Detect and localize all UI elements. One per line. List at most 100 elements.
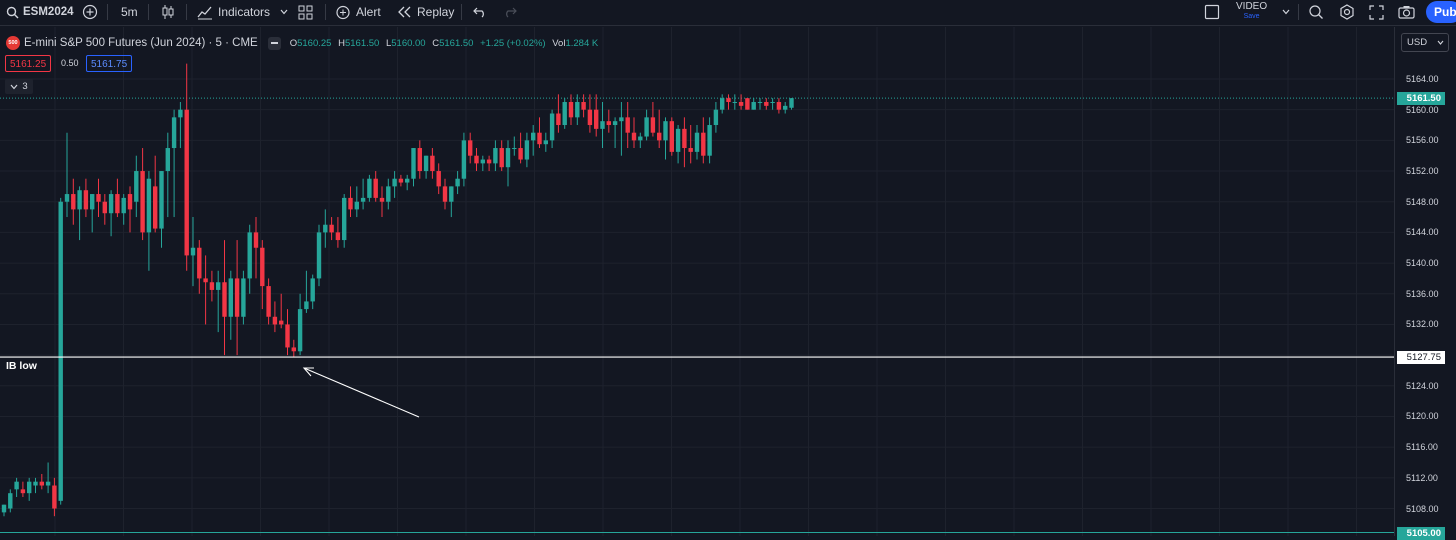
fullscreen-button[interactable]: [1369, 0, 1384, 24]
candle-body: [8, 493, 13, 509]
candle-body: [297, 309, 303, 352]
publish-label: Pub: [1434, 5, 1456, 19]
candle-body: [675, 128, 681, 152]
candle-body: [619, 117, 624, 122]
candle-body: [436, 171, 441, 187]
candle-body: [543, 140, 548, 145]
sell-button[interactable]: 5161.25: [5, 55, 52, 72]
open-label: O: [289, 37, 298, 49]
save-video-button[interactable]: VIDEO Save: [1236, 0, 1267, 24]
layout-button[interactable]: [1204, 0, 1220, 24]
candle-body: [738, 102, 744, 106]
price-tick: 5156.00: [1406, 135, 1439, 146]
top-toolbar: ESM2024 5m Indicators Alert: [0, 0, 1456, 26]
candle-body: [45, 481, 51, 486]
candle-body: [581, 102, 586, 110]
redo-icon: [503, 6, 517, 18]
quick-search-icon: [1308, 4, 1324, 20]
candle-body: [480, 159, 485, 164]
candle-body: [348, 197, 353, 210]
minus-icon: [270, 42, 278, 44]
candle-body: [657, 132, 662, 141]
candle-body: [430, 155, 435, 172]
publish-button[interactable]: Pub: [1426, 1, 1456, 23]
camera-icon: [1398, 5, 1415, 19]
redo-button[interactable]: [503, 0, 517, 24]
candle-body: [209, 282, 215, 290]
candle-body: [241, 278, 246, 317]
currency-select[interactable]: USD: [1401, 33, 1449, 52]
currency-label: USD: [1407, 37, 1428, 48]
settings-button[interactable]: [1339, 0, 1355, 24]
candle-body: [115, 194, 120, 214]
candle-body: [165, 148, 170, 172]
toolbar-divider: [148, 4, 149, 20]
candle-body: [96, 194, 101, 202]
candle-body: [102, 201, 107, 214]
video-title: VIDEO: [1236, 1, 1268, 12]
snapshot-button[interactable]: [1398, 0, 1415, 24]
candle-body: [310, 278, 315, 302]
templates-button[interactable]: [298, 0, 313, 24]
symbol-label: ESM2024: [23, 6, 74, 18]
candle-body: [386, 186, 391, 202]
indicators-toggle-button[interactable]: 3: [5, 79, 33, 94]
indicators-icon: [197, 4, 213, 20]
candle-body: [354, 201, 359, 210]
symbol-title[interactable]: E-mini S&P 500 Futures (Jun 2024) · 5 · …: [24, 37, 258, 49]
candle-body: [266, 286, 271, 317]
candle-body: [367, 178, 372, 198]
close-label: C: [432, 37, 440, 49]
candle-body: [323, 224, 328, 233]
spread-value: 0.50: [61, 58, 79, 68]
candle-body: [537, 132, 542, 145]
candle-body: [669, 121, 674, 152]
chevron-down-icon: [1437, 34, 1444, 51]
candle-body: [631, 132, 637, 141]
fullscreen-icon: [1369, 4, 1384, 20]
undo-button[interactable]: [473, 0, 487, 24]
price-tick: 5112.00: [1406, 472, 1438, 483]
change-value: +1.25 (+0.02%): [480, 37, 546, 49]
price-tick: 5116.00: [1406, 442, 1438, 453]
ib-low-label: IB low: [6, 360, 37, 373]
candle-body: [531, 132, 536, 141]
candle-body: [279, 320, 284, 325]
candle-body: [442, 186, 448, 202]
candle-body: [329, 224, 334, 233]
candle-body: [663, 121, 668, 141]
candle-body: [342, 197, 347, 241]
candle-body: [1, 504, 7, 513]
symbol-search-button[interactable]: ESM2024: [6, 0, 74, 24]
rewind-icon: [398, 6, 412, 18]
price-scale[interactable]: [1394, 27, 1456, 536]
candle-body: [121, 197, 126, 214]
indicators-button[interactable]: Indicators: [197, 0, 288, 24]
alert-label: Alert: [356, 5, 381, 19]
alert-button[interactable]: Alert: [335, 0, 381, 24]
candle-body: [77, 190, 82, 210]
chart-type-button[interactable]: [160, 0, 176, 24]
candle-body: [682, 128, 687, 149]
candle-body: [512, 148, 517, 150]
candle-body: [58, 201, 63, 501]
candle-body: [625, 117, 630, 133]
volume-label: Vol: [552, 37, 566, 49]
candles-icon: [160, 4, 176, 20]
volume-value: 1.284 K: [565, 37, 599, 49]
collapse-legend-button[interactable]: [267, 36, 281, 50]
buy-button[interactable]: 5161.75: [86, 55, 133, 72]
candle-body: [694, 132, 700, 152]
candle-body: [291, 347, 296, 352]
candle-body: [71, 194, 76, 210]
replay-button[interactable]: Replay: [398, 0, 454, 24]
compare-symbol-button[interactable]: [82, 0, 98, 24]
candle-body: [203, 278, 208, 283]
layout-menu-button[interactable]: [1282, 0, 1290, 24]
candle-body: [764, 102, 769, 106]
candle-body: [644, 117, 649, 137]
quick-search-button[interactable]: [1308, 0, 1324, 24]
interval-button[interactable]: 5m: [121, 0, 138, 24]
alarm-clock-icon: [335, 4, 351, 20]
